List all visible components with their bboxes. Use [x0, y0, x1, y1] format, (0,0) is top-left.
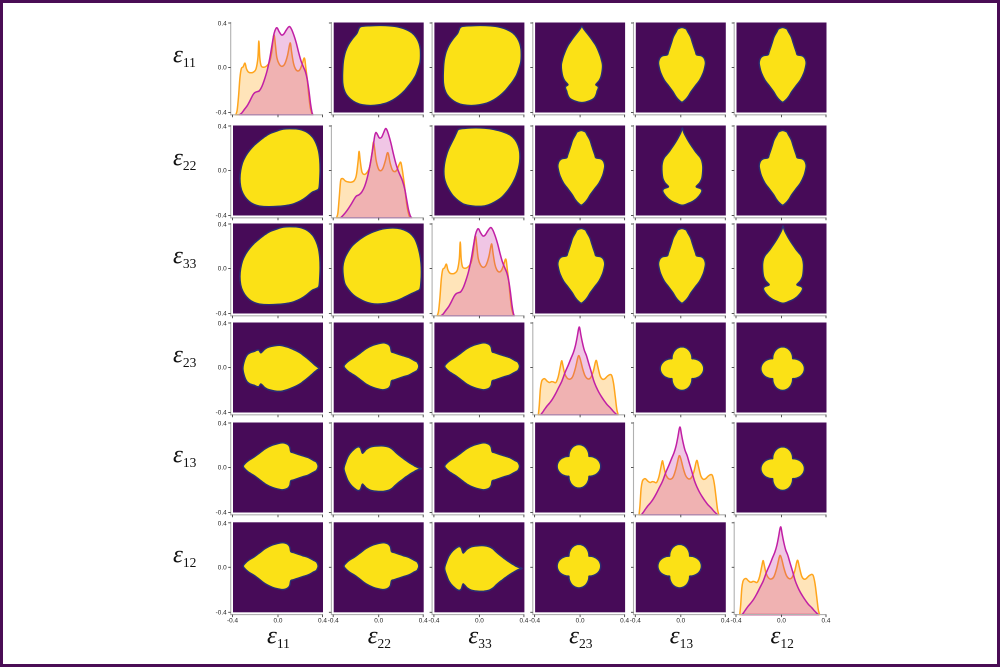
svg-text:0.0: 0.0 — [475, 618, 484, 625]
svg-text:-0.4: -0.4 — [630, 618, 641, 625]
svg-text:0.4: 0.4 — [721, 618, 730, 625]
svg-text:-0.4: -0.4 — [730, 618, 741, 625]
svg-text:0.0: 0.0 — [218, 168, 227, 175]
svg-text:0.4: 0.4 — [218, 321, 227, 328]
svg-text:0.0: 0.0 — [777, 618, 786, 625]
svg-text:-0.4: -0.4 — [428, 618, 439, 625]
svg-text:-0.4: -0.4 — [216, 110, 227, 117]
svg-text:0.0: 0.0 — [274, 618, 283, 625]
svg-text:0.0: 0.0 — [218, 465, 227, 472]
svg-text:-0.4: -0.4 — [216, 510, 227, 517]
svg-text:0.4: 0.4 — [822, 618, 831, 625]
svg-text:-0.4: -0.4 — [216, 213, 227, 220]
svg-text:-0.4: -0.4 — [216, 311, 227, 318]
svg-text:0.0: 0.0 — [218, 365, 227, 372]
svg-text:0.4: 0.4 — [419, 618, 428, 625]
svg-text:0.0: 0.0 — [374, 618, 383, 625]
svg-text:0.0: 0.0 — [218, 65, 227, 72]
svg-text:0.0: 0.0 — [218, 266, 227, 273]
svg-text:0.4: 0.4 — [318, 618, 327, 625]
svg-text:0.4: 0.4 — [218, 222, 227, 229]
svg-text:0.4: 0.4 — [218, 520, 227, 527]
svg-text:0.4: 0.4 — [218, 421, 227, 428]
svg-text:-0.4: -0.4 — [216, 609, 227, 616]
svg-text:0.0: 0.0 — [218, 564, 227, 571]
svg-text:0.0: 0.0 — [676, 618, 685, 625]
svg-text:0.0: 0.0 — [576, 618, 585, 625]
svg-text:-0.4: -0.4 — [328, 618, 339, 625]
svg-text:0.4: 0.4 — [218, 21, 227, 28]
svg-text:-0.4: -0.4 — [227, 618, 238, 625]
svg-text:0.4: 0.4 — [620, 618, 629, 625]
svg-text:0.4: 0.4 — [218, 124, 227, 131]
svg-text:-0.4: -0.4 — [529, 618, 540, 625]
svg-text:0.4: 0.4 — [519, 618, 528, 625]
svg-text:-0.4: -0.4 — [216, 410, 227, 417]
